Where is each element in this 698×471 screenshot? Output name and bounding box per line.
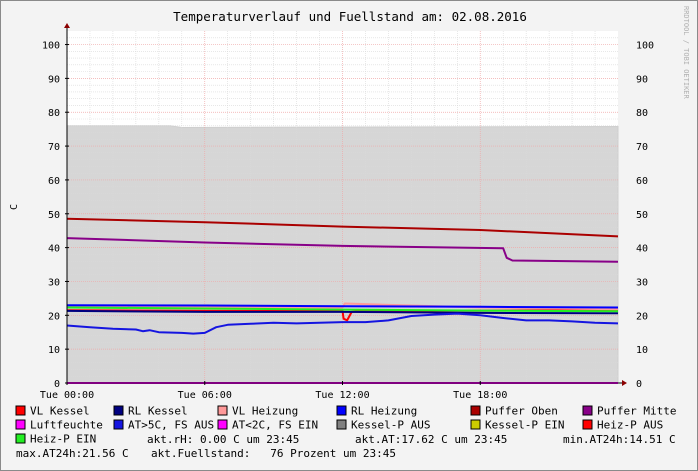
legend-label: Kessel-P EIN xyxy=(485,419,564,432)
y-tick-label-right: 70 xyxy=(636,142,648,153)
series-line-5 xyxy=(66,237,619,263)
y-tick-label: 40 xyxy=(48,244,60,255)
legend-swatch xyxy=(582,405,593,416)
legend-swatch xyxy=(113,419,124,430)
y-tick-label-right: 80 xyxy=(636,108,648,119)
legend-swatch xyxy=(582,419,593,430)
y-tick-label-right: 50 xyxy=(636,210,648,221)
series-line-12 xyxy=(66,306,619,313)
y-tick-label-right: 0 xyxy=(636,379,642,390)
y-tick-label: 10 xyxy=(48,345,60,356)
x-tick-label: Tue 18:00 xyxy=(453,390,507,401)
series-line-4 xyxy=(66,217,619,238)
series-line-1 xyxy=(66,309,619,315)
x-axis-arrow xyxy=(622,380,627,386)
legend-swatch xyxy=(336,419,347,430)
y-axis-arrow xyxy=(64,23,70,28)
y-tick-label: 50 xyxy=(48,210,60,221)
legend-label: Kessel-P AUS xyxy=(351,419,430,432)
y-tick-label-right: 10 xyxy=(636,345,648,356)
series-line-3 xyxy=(66,304,619,309)
y-tick-label-right: 40 xyxy=(636,244,648,255)
x-tick-label: Tue 00:00 xyxy=(40,390,94,401)
legend-label: Puffer Mitte xyxy=(597,405,676,418)
footer-stat: min.AT24h:14.51 C xyxy=(563,433,676,446)
chart-title: Temperaturverlauf und Fuellstand am: 02.… xyxy=(173,9,527,24)
y-axis-label: C xyxy=(9,204,20,210)
y-tick-label-right: 90 xyxy=(636,74,648,85)
y-tick-label-right: 60 xyxy=(636,176,648,187)
y-tick-label: 60 xyxy=(48,176,60,187)
legend-swatch xyxy=(217,419,228,430)
legend-label: Puffer Oben xyxy=(485,405,558,418)
legend-label: RL Kessel xyxy=(128,405,188,418)
y-tick-label-right: 30 xyxy=(636,277,648,288)
y-tick-label: 70 xyxy=(48,142,60,153)
y-tick-label-right: 100 xyxy=(636,41,654,52)
legend-swatch xyxy=(336,405,347,416)
legend-swatch xyxy=(113,405,124,416)
footer-stat: akt.rH: 0.00 C um 23:45 xyxy=(147,433,299,446)
legend-label: Luftfeuchte xyxy=(30,419,103,432)
y-tick-label-right: 20 xyxy=(636,311,648,322)
x-tick-label: Tue 12:00 xyxy=(315,390,369,401)
footer-stat: akt.Fuellstand: 76 Prozent um 23:45 xyxy=(151,447,396,460)
legend-label: Heiz-P AUS xyxy=(597,419,663,432)
rrdtool-watermark: RRDTOOL / TOBI OETIKER xyxy=(682,6,690,100)
legend-swatch xyxy=(15,419,26,430)
legend-label: RL Heizung xyxy=(351,405,417,418)
legend-label: VL Kessel xyxy=(30,405,90,418)
x-tick-label: Tue 06:00 xyxy=(178,390,232,401)
legend-swatch xyxy=(470,405,481,416)
series-line-7 xyxy=(66,312,619,335)
y-tick-label: 30 xyxy=(48,277,60,288)
y-tick-label: 100 xyxy=(42,41,60,52)
legend-label: VL Heizung xyxy=(232,405,298,418)
y-tick-label: 0 xyxy=(54,379,60,390)
legend-swatch xyxy=(470,419,481,430)
y-tick-label: 80 xyxy=(48,108,60,119)
legend-label: Heiz-P EIN xyxy=(30,433,96,446)
legend-swatch xyxy=(15,405,26,416)
footer-stat: akt.AT:17.62 C um 23:45 xyxy=(355,433,507,446)
y-tick-label: 20 xyxy=(48,311,60,322)
footer-stat: max.AT24h:21.56 C xyxy=(16,447,129,460)
legend-swatch xyxy=(217,405,228,416)
legend-swatch xyxy=(15,433,26,444)
legend-label: AT>5C, FS AUS xyxy=(128,419,214,432)
y-tick-label: 90 xyxy=(48,74,60,85)
legend-label: AT<2C, FS EIN xyxy=(232,419,318,432)
